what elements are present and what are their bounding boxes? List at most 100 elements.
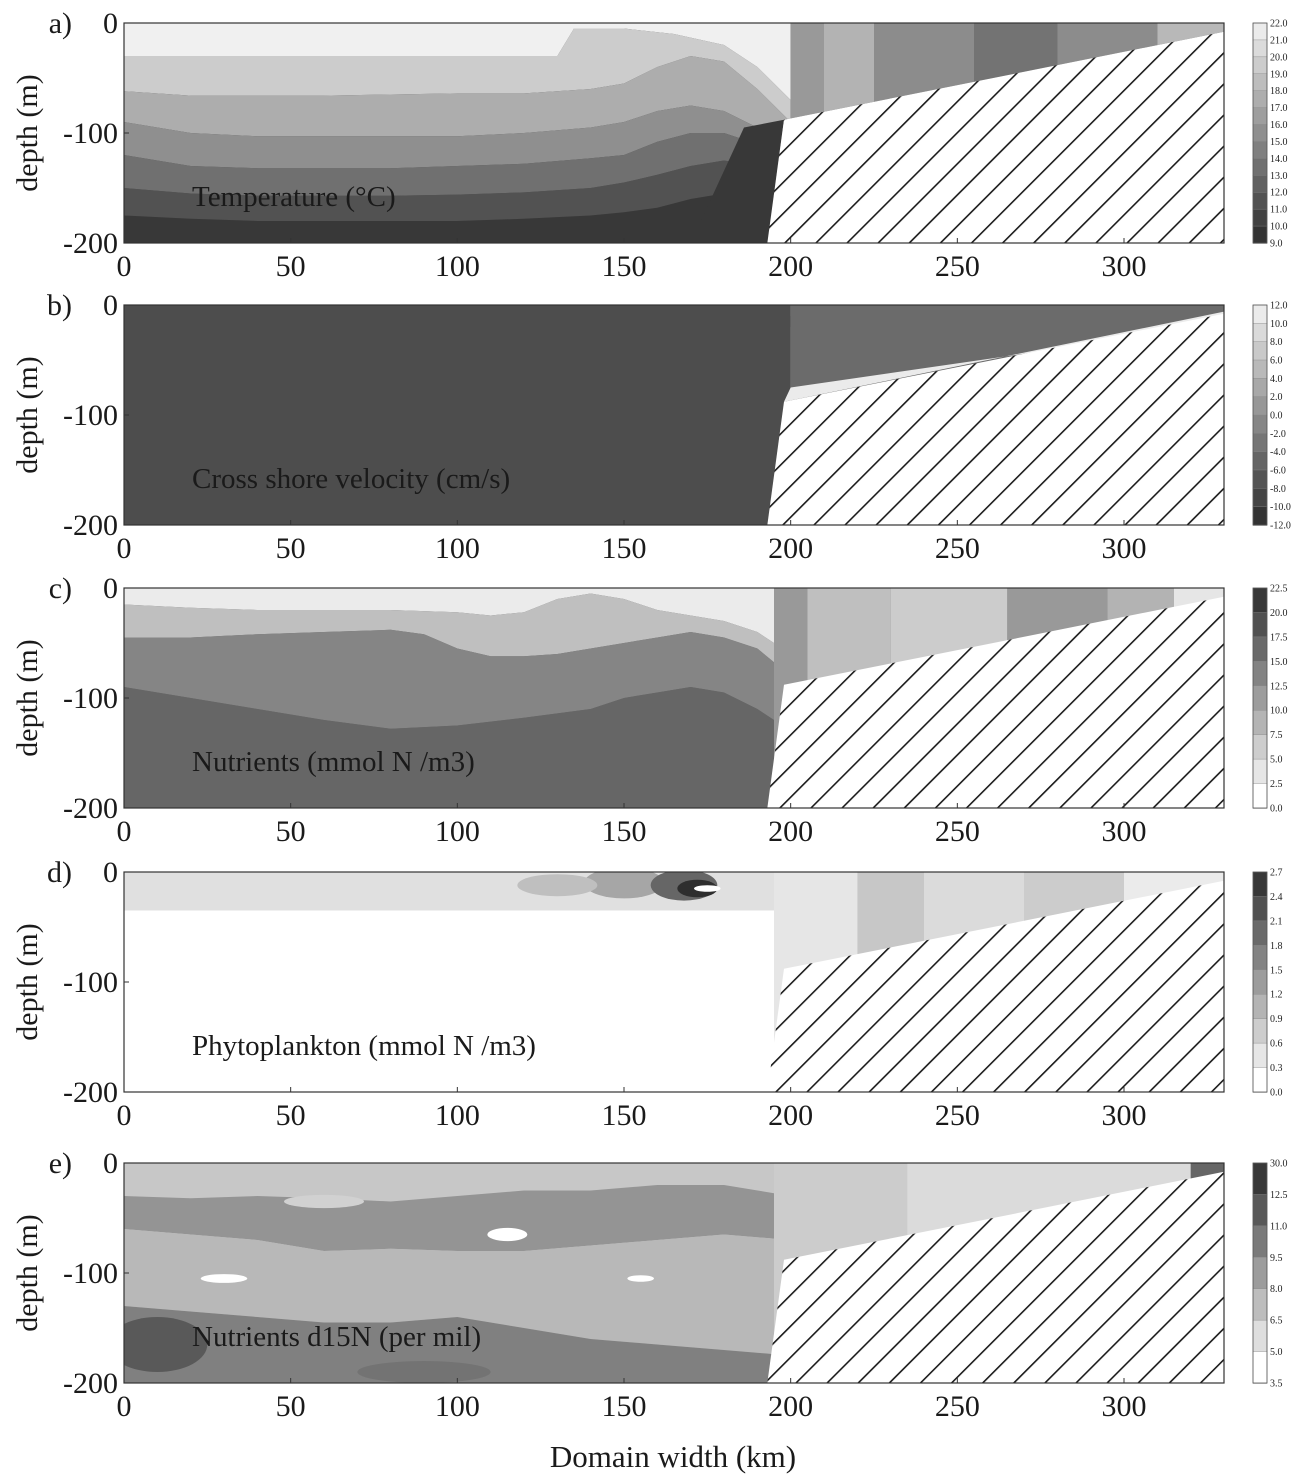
colorbar-label: 10.0 xyxy=(1270,222,1288,233)
colorbar-label: 0.0 xyxy=(1270,411,1283,422)
colorbar-swatch xyxy=(1252,636,1268,663)
colorbar-label: 17.5 xyxy=(1270,632,1288,643)
x-tick-label: 200 xyxy=(768,532,813,565)
colorbar-frame xyxy=(1252,587,1268,809)
colorbar-label: 9.5 xyxy=(1270,1253,1283,1264)
colorbar-label: -6.0 xyxy=(1270,466,1286,477)
colorbar-swatch xyxy=(1252,73,1268,92)
slope-water xyxy=(690,119,784,243)
colorbar-label: 16.0 xyxy=(1270,120,1288,131)
colorbar-label: 11.0 xyxy=(1270,1221,1287,1232)
colorbar-swatch xyxy=(1252,22,1268,41)
field-blob xyxy=(357,1361,491,1383)
panel-letter: d) xyxy=(47,856,72,889)
colorbar-label: 4.0 xyxy=(1270,374,1283,385)
field-band xyxy=(124,28,791,122)
colorbar-swatch xyxy=(1252,175,1268,193)
colorbar-swatch xyxy=(1252,488,1268,508)
x-tick-label: 200 xyxy=(768,1099,813,1132)
colorbar-swatch xyxy=(1252,661,1268,687)
colorbar-swatch xyxy=(1252,304,1268,325)
colorbar-label: 2.0 xyxy=(1270,392,1283,403)
colorbar-swatch xyxy=(1252,871,1268,898)
x-tick-label: 150 xyxy=(602,815,647,848)
field-blob xyxy=(584,872,664,899)
colorbar-swatch xyxy=(1252,359,1268,380)
field-band xyxy=(124,23,791,100)
field-band xyxy=(124,1229,791,1356)
colorbar-swatch xyxy=(1252,1257,1268,1290)
colorbar-label: 19.0 xyxy=(1270,69,1288,80)
field-label: Temperature (°C) xyxy=(192,181,396,213)
field-band xyxy=(124,193,791,243)
x-tick-label: 0 xyxy=(117,532,132,565)
panel-letter: a) xyxy=(49,7,72,40)
colorbar-label: 18.0 xyxy=(1270,86,1288,97)
colorbar-swatch xyxy=(1252,341,1268,361)
y-tick-label: -100 xyxy=(63,399,118,432)
panel-b: 0 50 100 150 200 250 300 0 -100 -200 depth (m) b) Cr… xyxy=(11,289,1291,565)
colorbar-label: 15.0 xyxy=(1270,137,1288,148)
colorbar-label: 12.5 xyxy=(1270,681,1288,692)
colorbar-label: -12.0 xyxy=(1270,521,1291,532)
field-label: Cross shore velocity (cm/s) xyxy=(192,463,510,495)
colorbar-swatch xyxy=(1252,433,1268,453)
panel-letter: e) xyxy=(49,1147,72,1180)
field-label: Nutrients d15N (per mil) xyxy=(192,1321,481,1353)
colorbar-swatch xyxy=(1252,469,1268,490)
field-band xyxy=(124,588,791,654)
colorbar-label: 1.5 xyxy=(1270,965,1283,976)
y-tick-label: -200 xyxy=(63,1076,118,1109)
field-band xyxy=(124,1306,791,1383)
y-tick-label: 0 xyxy=(103,289,118,322)
colorbar-label: 7.5 xyxy=(1270,730,1283,741)
x-tick-label: 50 xyxy=(276,1099,306,1132)
x-tick-label: 150 xyxy=(602,250,647,283)
y-tick-label: -100 xyxy=(63,966,118,999)
plot-area xyxy=(124,23,1224,243)
colorbar-label: 6.0 xyxy=(1270,356,1283,367)
field-band xyxy=(124,305,791,525)
x-tick-label: 300 xyxy=(1102,532,1147,565)
x-tick-label: 250 xyxy=(935,1099,980,1132)
panel-d: 0 50 100 150 200 250 300 0 -100 -200 depth (m) d) Ph… xyxy=(11,856,1283,1132)
field-band xyxy=(124,687,791,808)
x-tick-label: 200 xyxy=(768,250,813,283)
colorbar-label: 21.0 xyxy=(1270,35,1288,46)
field-blob xyxy=(200,1274,248,1283)
field-band xyxy=(124,105,791,169)
colorbar-label: 12.0 xyxy=(1270,188,1288,199)
x-tick-label: 100 xyxy=(435,815,480,848)
colorbar-swatch xyxy=(1252,1067,1268,1093)
colorbar-label: 0.9 xyxy=(1270,1014,1283,1025)
colorbar-swatch xyxy=(1252,396,1268,416)
colorbar-label: 11.0 xyxy=(1270,205,1287,216)
colorbar-swatch xyxy=(1252,945,1268,971)
colorbar-frame xyxy=(1252,871,1268,1093)
colorbar-swatch xyxy=(1252,451,1268,471)
colorbar-swatch xyxy=(1252,323,1268,343)
panel-letter: b) xyxy=(47,289,72,322)
y-tick-label: -200 xyxy=(63,792,118,825)
x-tick-label: 250 xyxy=(935,532,980,565)
colorbar-label: 22.5 xyxy=(1270,584,1288,595)
colorbar: 12.0 10.0 8.0 6.0 4.0 2.0 0.0 -2.0 -4.0 -6.0 -8.0 -… xyxy=(1252,301,1291,532)
x-tick-label: 0 xyxy=(117,815,132,848)
field-label: Nutrients (mmol N /m3) xyxy=(192,746,475,778)
colorbar-swatch xyxy=(1252,1194,1268,1227)
y-tick-label: 0 xyxy=(103,572,118,605)
colorbar: 30.0 12.5 11.0 9.5 8.0 6.5 5.0 3.5 xyxy=(1252,1159,1288,1390)
colorbar-swatch xyxy=(1252,920,1268,947)
topography-hatch xyxy=(767,596,1224,808)
y-tick-label: -200 xyxy=(63,227,118,260)
colorbar-frame xyxy=(1252,304,1268,526)
colorbar-swatch xyxy=(1252,225,1268,244)
colorbar-swatch xyxy=(1252,378,1268,398)
panel-a: 0 50 100 150 200 250 300 0 -100 -200 depth (m) a) Te… xyxy=(11,7,1288,283)
colorbar-label: -4.0 xyxy=(1270,447,1286,458)
colorbar: 22.5 20.0 17.5 15.0 12.5 10.0 7.5 5.0 2.5 0.0 xyxy=(1252,584,1288,815)
colorbar-label: 14.0 xyxy=(1270,154,1288,165)
x-tick-label: 50 xyxy=(276,815,306,848)
y-axis-title: depth (m) xyxy=(11,356,44,473)
colorbar-label: 30.0 xyxy=(1270,1159,1288,1170)
